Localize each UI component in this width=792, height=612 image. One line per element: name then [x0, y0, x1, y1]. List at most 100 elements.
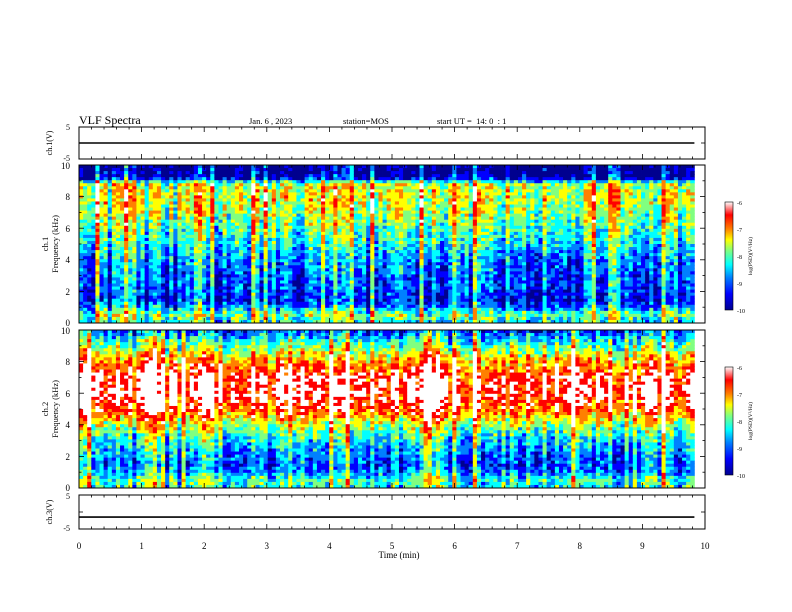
spectrogram-cell: [325, 304, 330, 309]
spectrogram-cell: [91, 247, 96, 251]
spectrogram-cell: [440, 231, 445, 236]
spectrogram-cell: [238, 319, 244, 324]
spectrogram-cell: [124, 289, 129, 294]
spectrogram-cell: [103, 277, 109, 281]
spectrogram-cell: [259, 189, 265, 193]
spectrogram-cell: [275, 301, 281, 306]
spectrogram-cell: [222, 204, 228, 208]
spectrogram-cell: [349, 262, 355, 266]
spectrogram-cell: [124, 271, 129, 275]
spectrogram-cell: [456, 228, 461, 233]
spectrogram-cell: [415, 289, 420, 294]
spectrogram-cell: [435, 174, 441, 178]
spectrogram-cell: [288, 265, 293, 269]
spectrogram-cell: [144, 265, 150, 269]
spectrogram-cell: [251, 316, 256, 321]
spectrogram-cell: [206, 301, 211, 306]
spectrogram-cell: [218, 216, 223, 221]
spectrogram-cell: [398, 201, 404, 205]
spectrogram-cell: [407, 274, 412, 278]
spectrogram-cell: [111, 219, 117, 224]
spectrogram-cell: [341, 295, 347, 300]
spectrogram-cell: [222, 168, 228, 172]
spectrogram-cell: [378, 256, 383, 260]
spectrogram-cell: [177, 204, 182, 208]
spectrogram-cell: [275, 286, 281, 290]
spectrogram-cell: [161, 204, 166, 208]
spectrogram-cell: [185, 313, 191, 318]
spectrogram-cell: [370, 316, 375, 321]
spectrogram-cell: [280, 225, 285, 230]
spectrogram-cell: [296, 319, 301, 324]
spectrogram-cell: [115, 222, 121, 227]
spectrogram-cell: [99, 316, 105, 321]
spectrogram-cell: [444, 204, 449, 208]
spectrogram-cell: [103, 298, 109, 303]
spectrogram-cell: [353, 265, 359, 269]
spectrogram-cell: [284, 165, 289, 169]
spectrogram-cell: [148, 274, 154, 278]
spectrogram-cell: [366, 234, 371, 239]
spectrogram-cell: [128, 262, 133, 266]
spectrogram-cell: [263, 277, 269, 281]
spectrogram-cell: [337, 301, 342, 306]
spectrogram-cell: [300, 228, 306, 233]
spectrogram-cell: [366, 292, 371, 297]
spectrogram-cell: [304, 304, 310, 309]
spectrogram-cell: [435, 319, 441, 324]
spectrogram-cell: [325, 274, 330, 278]
spectrogram-cell: [95, 207, 100, 211]
spectrogram-cell: [165, 177, 170, 181]
spectrogram-cell: [259, 228, 265, 233]
spectrogram-cell: [271, 295, 277, 300]
spectrogram-cell: [386, 180, 392, 184]
spectrogram-cell: [349, 234, 355, 239]
spectrogram-cell: [308, 298, 314, 303]
spectrogram-cell: [275, 216, 281, 221]
spectrogram-cell: [222, 213, 228, 218]
spectrogram-cell: [263, 298, 269, 303]
spectrogram-cell: [238, 189, 244, 193]
spectrogram-cell: [161, 307, 166, 312]
spectrogram-cell: [152, 268, 158, 272]
spectrogram-cell: [440, 310, 445, 315]
spectrogram-cell: [193, 298, 199, 303]
spectrogram-cell: [99, 283, 105, 287]
spectrogram-cell: [448, 274, 453, 278]
spectrogram-cell: [230, 301, 236, 306]
spectrogram-cell: [218, 228, 223, 233]
spectrogram-cell: [165, 204, 170, 208]
spectrogram-cell: [107, 316, 113, 321]
spectrogram-cell: [382, 247, 388, 251]
spectrogram-cell: [423, 165, 429, 169]
spectrogram-cell: [267, 271, 273, 275]
spectrogram-cell: [321, 301, 326, 306]
spectrogram-cell: [333, 304, 338, 309]
spectrogram-cell: [128, 192, 133, 196]
spectrogram-cell: [144, 319, 150, 324]
spectrogram-cell: [280, 244, 285, 248]
spectrogram-cell: [206, 210, 211, 215]
spectrogram-cell: [197, 183, 203, 187]
spectrogram-cell: [247, 286, 252, 290]
spectrogram-cell: [357, 316, 363, 321]
spectrogram-cell: [403, 189, 408, 193]
spectrogram-cell: [460, 225, 466, 230]
spectrogram-cell: [275, 240, 281, 245]
spectrogram-cell: [337, 201, 342, 205]
spectrogram-cell: [230, 219, 236, 224]
spectrogram-cell: [230, 234, 236, 239]
spectrogram-cell: [156, 165, 162, 169]
spectrogram-cell: [177, 301, 182, 306]
spectrogram-cell: [456, 180, 461, 184]
spectrogram-cell: [79, 313, 84, 318]
spectrogram-cell: [165, 286, 170, 290]
spectrogram-cell: [165, 237, 170, 242]
spectrogram-cell: [115, 244, 121, 248]
spectrogram-cell: [243, 283, 248, 287]
spectrogram-cell: [353, 192, 359, 196]
spectrogram-cell: [107, 192, 113, 196]
spectrogram-cell: [415, 247, 420, 251]
spectrogram-cell: [140, 225, 146, 230]
spectrogram-cell: [329, 313, 334, 318]
